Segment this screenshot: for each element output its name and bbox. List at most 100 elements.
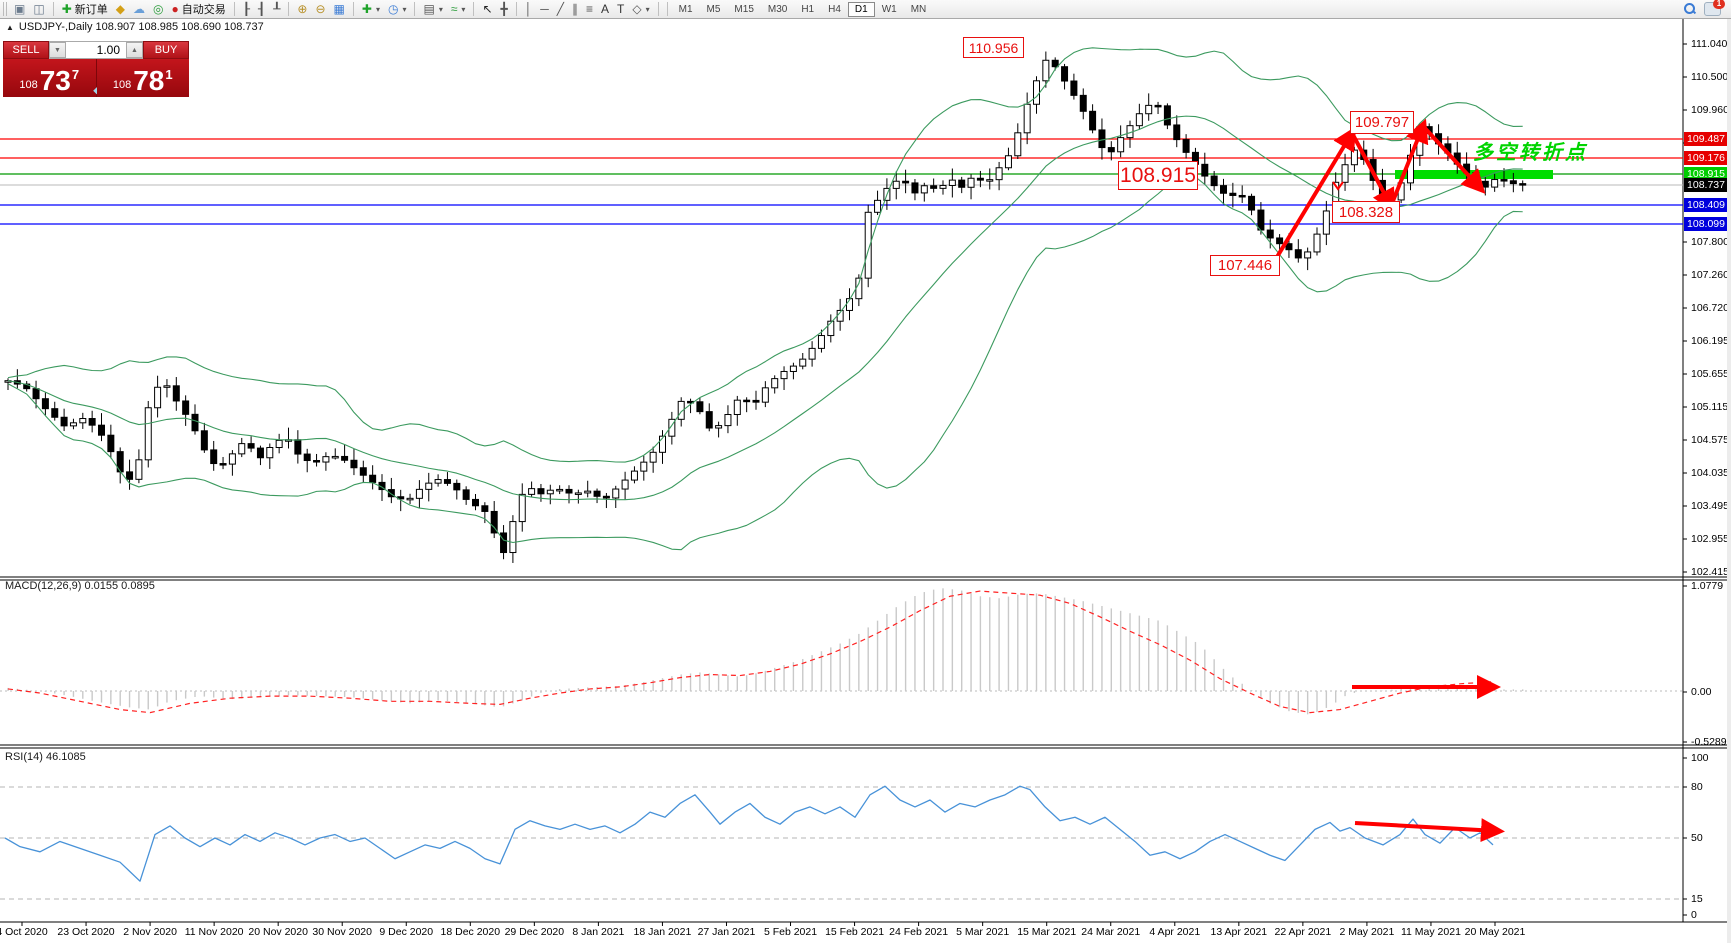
date-axis-label: 15 Mar 2021 <box>1017 926 1077 938</box>
one-click-trade-panel: SELL ▼ 1.00 ▲ BUY 108 73 7 108 78 1 <box>3 41 189 97</box>
price-axis-label: 105.115 <box>1691 401 1729 413</box>
zoom-out-icon[interactable]: ⊖ <box>311 2 329 16</box>
autotrade-icon-label: 自动交易 <box>181 4 226 16</box>
trendline-icon[interactable]: ╱ <box>553 2 568 16</box>
timeframe-mn[interactable]: MN <box>910 3 927 15</box>
price-axis-label: 111.040 <box>1691 38 1728 50</box>
zoom-in-icon[interactable]: ⊕ <box>293 2 311 16</box>
toolbar-separator <box>288 2 290 16</box>
buy-price-panel[interactable]: 108 78 1 <box>96 59 189 97</box>
toolbar-grip[interactable] <box>3 2 7 16</box>
autoscroll-icon[interactable]: ┸ <box>269 2 284 16</box>
cursor-icon[interactable]: ↖ <box>478 2 496 16</box>
date-axis-label: 24 Mar 2021 <box>1081 926 1141 938</box>
sell-button[interactable]: SELL <box>3 41 49 59</box>
indicators-icon[interactable]: ◆ <box>112 2 129 16</box>
signal-icon[interactable]: ◎ <box>149 2 167 16</box>
channel-icon[interactable]: ∥ <box>568 2 582 16</box>
publish-chart-icon[interactable]: ☁ <box>129 2 149 16</box>
rsi-axis-label: 80 <box>1691 781 1703 793</box>
top-toolbar: ▣ ◫ ✚ 新订单 ◆ ☁ ◎ ● 自动交易 ┠ ┨ ┸ ⊕ ⊖ ▦ ✚ ▾ ◷ ▾ ▤ ▾ ≈ ▾ ↖ ╋ │ ─ ╱ ∥ ≡ A T ◇ ▾ … <box>0 0 1731 19</box>
price-axis-label: 106.720 <box>1691 302 1729 314</box>
chart-type-icon: ▤ <box>423 2 435 16</box>
price-annotation: 109.797 <box>1350 111 1414 134</box>
date-axis-label: 4 Apr 2021 <box>1149 926 1201 938</box>
date-axis-label: 18 Dec 2020 <box>440 926 501 938</box>
notifications-icon[interactable]: 1 <box>1704 0 1725 16</box>
chart-type-icon[interactable]: ▤ ▾ <box>419 2 446 16</box>
hline-icon: ─ <box>540 2 549 16</box>
signal-icon: ◎ <box>152 2 164 16</box>
line-chart-icon[interactable]: ≈ ▾ <box>447 2 470 16</box>
cursor-icon: ↖ <box>482 2 493 16</box>
chevron-down-icon: ▾ <box>375 4 380 14</box>
chevron-down-icon: ▾ <box>438 4 443 14</box>
date-axis-label: 11 Nov 2020 <box>184 926 244 938</box>
macd-axis-label: -0.5289 <box>1691 736 1727 748</box>
price-axis-label: 106.195 <box>1691 335 1729 347</box>
symbol-ohlc-text: USDJPY-,Daily 108.907 108.985 108.690 10… <box>18 21 264 33</box>
timeframe-m30[interactable]: M30 <box>767 3 788 15</box>
shift-right-icon[interactable]: ┨ <box>254 2 269 16</box>
buy-button[interactable]: BUY <box>143 41 189 59</box>
new-chart-icon[interactable]: ✚ ▾ <box>358 2 384 16</box>
shapes-icon: ◇ <box>632 2 642 16</box>
price-annotation: 107.446 <box>1210 255 1280 276</box>
toolbar-separator <box>473 2 475 16</box>
timeframe-h1[interactable]: H1 <box>801 3 815 15</box>
channel-icon: ∥ <box>571 2 578 16</box>
window-edge <box>1727 0 1731 943</box>
timeframe-m1[interactable]: M1 <box>678 3 693 15</box>
autotrade-icon[interactable]: ● 自动交易 <box>167 0 229 18</box>
chart-window-icon[interactable]: ▣ <box>10 2 29 16</box>
price-axis-label: 107.800 <box>1691 236 1729 248</box>
rsi-axis-label: 100 <box>1691 752 1709 764</box>
price-annotation: 110.956 <box>963 37 1024 58</box>
period-icon: ◷ <box>387 2 399 16</box>
date-axis-label: 24 Feb 2021 <box>889 926 949 938</box>
period-icon[interactable]: ◷ ▾ <box>384 2 411 16</box>
trade-panel-price-row: 108 73 7 108 78 1 <box>3 59 189 97</box>
hline-icon[interactable]: ─ <box>536 2 553 16</box>
chart-preview-icon[interactable]: ◫ <box>29 2 48 16</box>
vline-icon[interactable]: │ <box>521 2 537 16</box>
timeframe-m5[interactable]: M5 <box>706 3 721 15</box>
new-order-icon: ✚ <box>61 2 72 16</box>
new-order-icon[interactable]: ✚ 新订单 <box>58 0 112 18</box>
sell-price-point: 7 <box>71 67 80 82</box>
chevron-down-icon: ▾ <box>461 4 466 14</box>
timeframe-w1[interactable]: W1 <box>881 3 897 15</box>
text-icon: A <box>601 2 610 16</box>
rsi-axis-label: 15 <box>1691 893 1703 905</box>
toolbar-groups: ▣ ◫ ✚ 新订单 ◆ ☁ ◎ ● 自动交易 ┠ ┨ ┸ ⊕ ⊖ ▦ ✚ ▾ ◷ ▾ ▤ ▾ ≈ ▾ ↖ ╋ │ ─ ╱ ∥ ≡ A T ◇ ▾ <box>0 0 663 18</box>
timeframe-m15[interactable]: M15 <box>734 3 754 15</box>
sell-price-panel[interactable]: 108 73 7 <box>3 59 100 97</box>
shapes-icon[interactable]: ◇ ▾ <box>628 2 653 16</box>
tile-windows-icon[interactable]: ▦ <box>330 2 349 16</box>
notification-badge: 1 <box>1713 0 1725 9</box>
search-icon[interactable] <box>1684 3 1696 15</box>
date-axis-label: 18 Jan 2021 <box>633 926 692 938</box>
sell-price-figure: 108 <box>19 79 38 91</box>
trendline-icon: ╱ <box>556 2 564 16</box>
shift-left-icon[interactable]: ┠ <box>239 2 254 16</box>
timeframe-h4[interactable]: H4 <box>828 3 841 15</box>
crosshair-icon[interactable]: ╋ <box>497 2 512 16</box>
lot-increase-button[interactable]: ▲ <box>126 42 143 58</box>
tile-windows-icon: ▦ <box>333 2 345 16</box>
chevron-down-icon: ▾ <box>645 4 650 14</box>
timeframe-d1[interactable]: D1 <box>847 1 875 17</box>
label-icon[interactable]: T <box>613 2 628 16</box>
text-icon[interactable]: A <box>597 2 613 16</box>
lot-decrease-button[interactable]: ▼ <box>49 42 66 58</box>
new-chart-icon: ✚ <box>361 2 372 16</box>
date-axis-label: 5 Mar 2021 <box>956 926 1010 938</box>
panel-collapse-icon[interactable]: ▲ <box>6 22 14 32</box>
lot-size-input[interactable]: 1.00 <box>96 43 120 57</box>
zoom-out-icon: ⊖ <box>315 2 326 16</box>
fibonacci-icon[interactable]: ≡ <box>582 2 597 16</box>
date-axis-label: 30 Nov 2020 <box>312 926 372 938</box>
toolbar-right: 1 <box>1684 0 1731 16</box>
